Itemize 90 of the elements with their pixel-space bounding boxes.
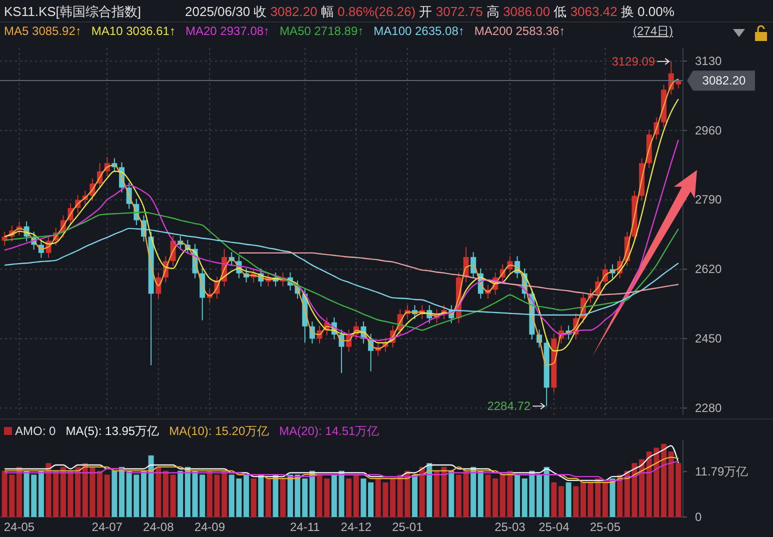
bar: [266, 478, 271, 517]
bar: [360, 478, 366, 517]
x-tick-label: 24-09: [194, 520, 226, 534]
line-series: [4, 445, 680, 482]
y-tick-label: 2450: [695, 332, 722, 346]
bar: [544, 466, 550, 517]
text: MA20 2937.08↑: [185, 24, 270, 38]
bar: [178, 470, 184, 517]
bar: [222, 470, 228, 517]
bar: [162, 470, 168, 517]
line-series: [4, 460, 680, 482]
bar: [112, 470, 118, 517]
bar: [250, 478, 256, 517]
bar: [148, 455, 154, 517]
x-tick-label: 24-08: [143, 520, 174, 534]
bar: [419, 466, 425, 517]
bar: [434, 470, 440, 517]
bar: [346, 478, 352, 517]
bar: [258, 474, 264, 517]
legend-label: AMO: 0: [15, 424, 56, 438]
y-tick-label: 2790: [695, 192, 722, 207]
bar: [617, 474, 623, 517]
bar: [514, 474, 520, 517]
bar: [426, 463, 432, 517]
bar: [551, 482, 557, 517]
y-tick-label: 11.79万亿: [695, 464, 748, 478]
text: MA5 3085.92↑: [4, 24, 82, 38]
y-tick-label: 2620: [695, 262, 722, 276]
text: 2025/06/30 收 3082.20 幅 0.86%(26.26) 开 3072.75 高 3086.00 低 3063.42 换 0.00%: [185, 4, 674, 19]
bar: [16, 466, 22, 517]
x-tick-label: 24-07: [92, 520, 123, 534]
bar: [639, 459, 645, 517]
bar: [602, 482, 608, 517]
y-tick-label: 3130: [695, 54, 722, 68]
y-tick-label: 0: [695, 510, 702, 524]
annotation: 2284.72: [487, 399, 531, 414]
text: (274日): [632, 24, 673, 38]
text: MA50 2718.89↑: [280, 24, 364, 38]
bar: [580, 482, 586, 517]
bar: [309, 470, 315, 517]
bar: [573, 486, 579, 517]
chart-title: KS11.KS[韩国综合指数]: [4, 4, 142, 19]
bar: [140, 470, 146, 517]
annotation: 3129.09: [612, 54, 656, 68]
bar: [272, 474, 278, 517]
bar: [38, 470, 44, 517]
bar: [75, 466, 81, 517]
bar: [60, 466, 66, 517]
text: MA(10): 15.20万亿: [169, 424, 270, 438]
x-tick-label: 25-03: [494, 520, 526, 534]
ref-line-label: 3082.20: [702, 74, 746, 88]
bar: [156, 466, 162, 517]
bar: [448, 470, 454, 517]
bar: [104, 474, 110, 517]
bar: [463, 470, 469, 517]
bar: [287, 474, 293, 517]
bar: [331, 474, 337, 517]
bar: [170, 474, 176, 517]
text: MA200 2583.36↑: [474, 24, 566, 38]
bar: [485, 474, 491, 517]
y-tick-label: 2280: [695, 400, 722, 415]
text: MA(5): 13.95万亿: [66, 424, 160, 438]
text: MA10 3036.61↑: [91, 24, 176, 38]
x-tick-label: 24-11: [290, 520, 320, 534]
x-tick-label: 25-01: [392, 520, 424, 534]
bar: [558, 486, 564, 517]
x-tick-label: 24-05: [4, 520, 35, 534]
bar: [184, 466, 190, 517]
bar: [470, 466, 476, 517]
text: MA(20): 14.51万亿: [279, 424, 380, 438]
y-tick-label: 2960: [695, 123, 722, 138]
bar: [478, 470, 484, 517]
bar: [536, 474, 542, 517]
bar: [368, 482, 374, 517]
bar: [412, 474, 418, 517]
bar: [97, 470, 103, 517]
bar: [244, 474, 250, 517]
bar: [119, 466, 125, 517]
bar: [661, 444, 667, 517]
x-tick-label: 25-04: [538, 520, 570, 534]
bar: [390, 478, 396, 517]
bar: [566, 482, 572, 517]
bar: [353, 474, 359, 517]
bar: [441, 466, 447, 517]
text: MA100 2635.08↑: [374, 24, 464, 38]
bar: [492, 478, 498, 517]
bar: [280, 478, 286, 517]
x-tick-label: 25-05: [590, 520, 621, 534]
bar: [456, 474, 462, 517]
x-tick-label: 24-12: [340, 520, 372, 534]
